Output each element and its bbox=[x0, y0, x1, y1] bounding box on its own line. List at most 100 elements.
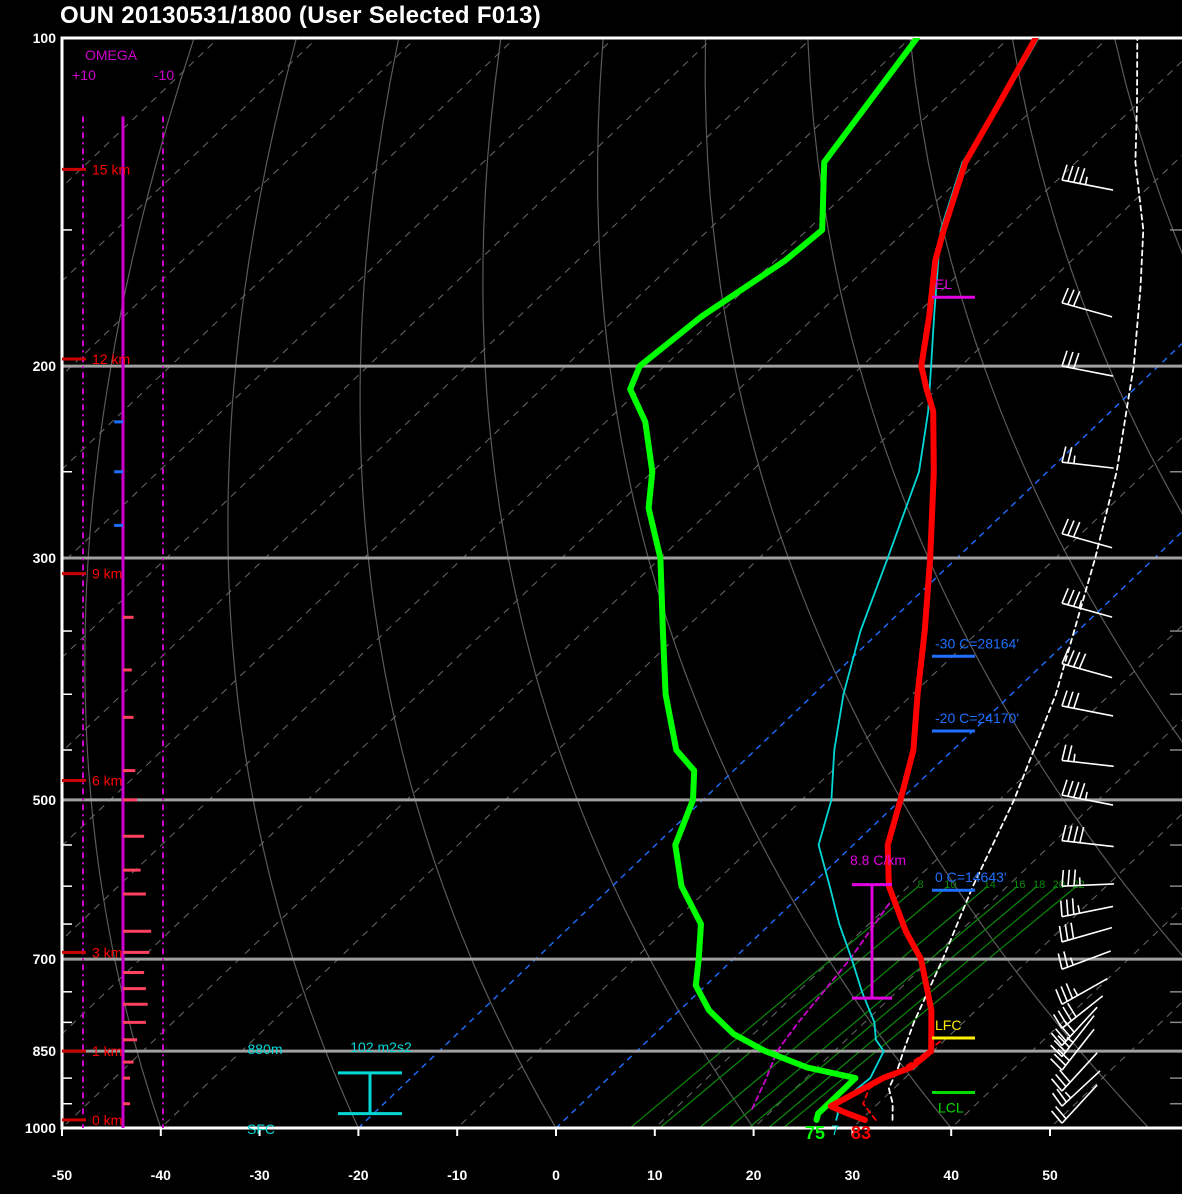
wind-barb-flag bbox=[1061, 648, 1069, 665]
wind-barb bbox=[1059, 898, 1114, 918]
isotherm bbox=[62, 38, 417, 376]
isotherm bbox=[851, 813, 1182, 1128]
dry-adiabat bbox=[482, 38, 755, 1128]
wind-barb-staff bbox=[1061, 1015, 1095, 1058]
sfc-label: SFC bbox=[247, 1121, 275, 1137]
dry-adiabat bbox=[84, 38, 195, 1128]
wind-barb-flag bbox=[1061, 350, 1068, 367]
wind-barb-flag bbox=[1073, 692, 1080, 709]
wind-barb-flag bbox=[1067, 351, 1074, 368]
wind-barb-flag bbox=[1073, 166, 1080, 183]
surface-dewpoint-f: 75 bbox=[805, 1123, 825, 1143]
wind-barb-staff bbox=[1061, 533, 1113, 549]
wind-barb-flag bbox=[1050, 1058, 1063, 1071]
pressure-tick-label: 850 bbox=[33, 1043, 57, 1059]
wind-barb-flag bbox=[1063, 1019, 1075, 1033]
wind-barb-staff bbox=[1061, 794, 1114, 806]
isotherm bbox=[160, 154, 1182, 1128]
wind-barb-half bbox=[1073, 988, 1079, 996]
wind-barb bbox=[1061, 824, 1114, 848]
isotherm bbox=[456, 437, 1182, 1128]
wind-barb-flag bbox=[1067, 165, 1074, 182]
wind-barb-flag bbox=[1073, 869, 1077, 886]
omega-minus-label: -10 bbox=[154, 67, 174, 83]
wind-barb-flag bbox=[1067, 447, 1073, 464]
wind-barb-flag bbox=[1059, 1023, 1071, 1038]
wind-barb bbox=[1061, 587, 1113, 618]
wind-barb-flag bbox=[1055, 1028, 1067, 1042]
effective-top-label: 880m bbox=[247, 1041, 282, 1057]
wind-barb-half bbox=[1066, 1036, 1074, 1044]
wind-barb-flag bbox=[1061, 446, 1067, 463]
temp-tick-label: 40 bbox=[943, 1167, 959, 1183]
wind-barb-flag bbox=[1061, 690, 1068, 707]
pressure-tick-label: 1000 bbox=[25, 1120, 56, 1136]
freezing-isotherm bbox=[357, 342, 1182, 1128]
wind-barb-half bbox=[1078, 600, 1083, 609]
wind-barb-flag bbox=[1067, 691, 1074, 708]
dry-adiabat bbox=[227, 38, 360, 1128]
height-label: 15 km bbox=[92, 161, 130, 177]
wind-barb-staff bbox=[1061, 179, 1114, 191]
wind-barb-flag bbox=[1058, 925, 1063, 943]
wind-barb-flag bbox=[1057, 953, 1063, 970]
temp-tick-label: -20 bbox=[348, 1167, 368, 1183]
mixing-ratio-label: 8 bbox=[918, 879, 924, 891]
minus20-label: -20 C=24170' bbox=[935, 710, 1019, 726]
wind-barb-flag bbox=[1067, 289, 1075, 305]
wind-barb-flag bbox=[1061, 287, 1069, 304]
temp-tick-label: 0 bbox=[552, 1167, 560, 1183]
wind-barb-flag bbox=[1073, 826, 1079, 843]
virtual_temp-line bbox=[817, 38, 1040, 1121]
wind-barb-flag bbox=[1053, 1039, 1067, 1053]
wind-barb-flag bbox=[1072, 591, 1081, 607]
freezing-label: 0 C=14643' bbox=[935, 869, 1007, 885]
wind-barb-flag bbox=[1072, 290, 1081, 307]
wind-barb-flag bbox=[1050, 1044, 1063, 1058]
wind-barb bbox=[1061, 287, 1113, 318]
wind-barb-flag bbox=[1078, 167, 1086, 184]
wind-barb-staff bbox=[1061, 926, 1113, 943]
wind-barb bbox=[1050, 1028, 1095, 1071]
wind-barb-flag bbox=[1071, 898, 1075, 915]
mixing-ratio-line bbox=[768, 885, 1058, 1128]
mixing-ratio-label: 16 bbox=[1013, 879, 1025, 891]
omega-title: OMEGA bbox=[85, 47, 138, 63]
mixing-ratio-line bbox=[659, 885, 949, 1128]
dry-adiabat bbox=[1114, 38, 1182, 255]
temp-tick-label: -40 bbox=[151, 1167, 171, 1183]
dry-adiabat bbox=[1011, 38, 1182, 515]
wind-barb-flag bbox=[1057, 1048, 1070, 1062]
wind-barb bbox=[1061, 164, 1114, 191]
temp-tick-label: -10 bbox=[447, 1167, 467, 1183]
wind-barb-flag bbox=[1062, 1006, 1073, 1022]
wind-barb bbox=[1051, 1070, 1101, 1107]
mixing-ratio-label: 14 bbox=[984, 879, 996, 891]
dewpoint-line bbox=[627, 38, 920, 1123]
wind-barb-flag bbox=[1055, 1073, 1067, 1088]
wind-barb-staff bbox=[1061, 1070, 1101, 1107]
isotherm bbox=[62, 38, 911, 847]
pressure-tick-label: 500 bbox=[33, 792, 57, 808]
mixing-ratio-line bbox=[748, 885, 1038, 1128]
wind-barb-half bbox=[1073, 455, 1076, 464]
wind-barb-staff bbox=[1061, 950, 1112, 970]
dry-adiabat bbox=[359, 38, 557, 1128]
wind-barb-flag bbox=[1065, 899, 1069, 916]
wind-barb-flag bbox=[1050, 1032, 1063, 1046]
pressure-tick-label: 300 bbox=[33, 550, 57, 566]
wind-barb-half bbox=[1084, 176, 1088, 185]
wind-barb-staff bbox=[1061, 995, 1104, 1029]
wind-barb-flag bbox=[1061, 744, 1067, 761]
wind-barb-flag bbox=[1067, 589, 1075, 606]
wind-barb-half bbox=[1069, 957, 1074, 966]
wind-barb-flag bbox=[1056, 1088, 1068, 1103]
isotherm bbox=[62, 60, 1182, 1128]
wind-barb-flag bbox=[1065, 983, 1074, 999]
wind-barb-staff bbox=[1061, 1052, 1098, 1092]
wind-barb-flag bbox=[1061, 164, 1068, 181]
height-label: 12 km bbox=[92, 351, 130, 367]
wind-barb bbox=[1061, 350, 1114, 377]
wind-barb bbox=[1050, 1015, 1095, 1058]
wind-barb-flag bbox=[1050, 1110, 1063, 1124]
